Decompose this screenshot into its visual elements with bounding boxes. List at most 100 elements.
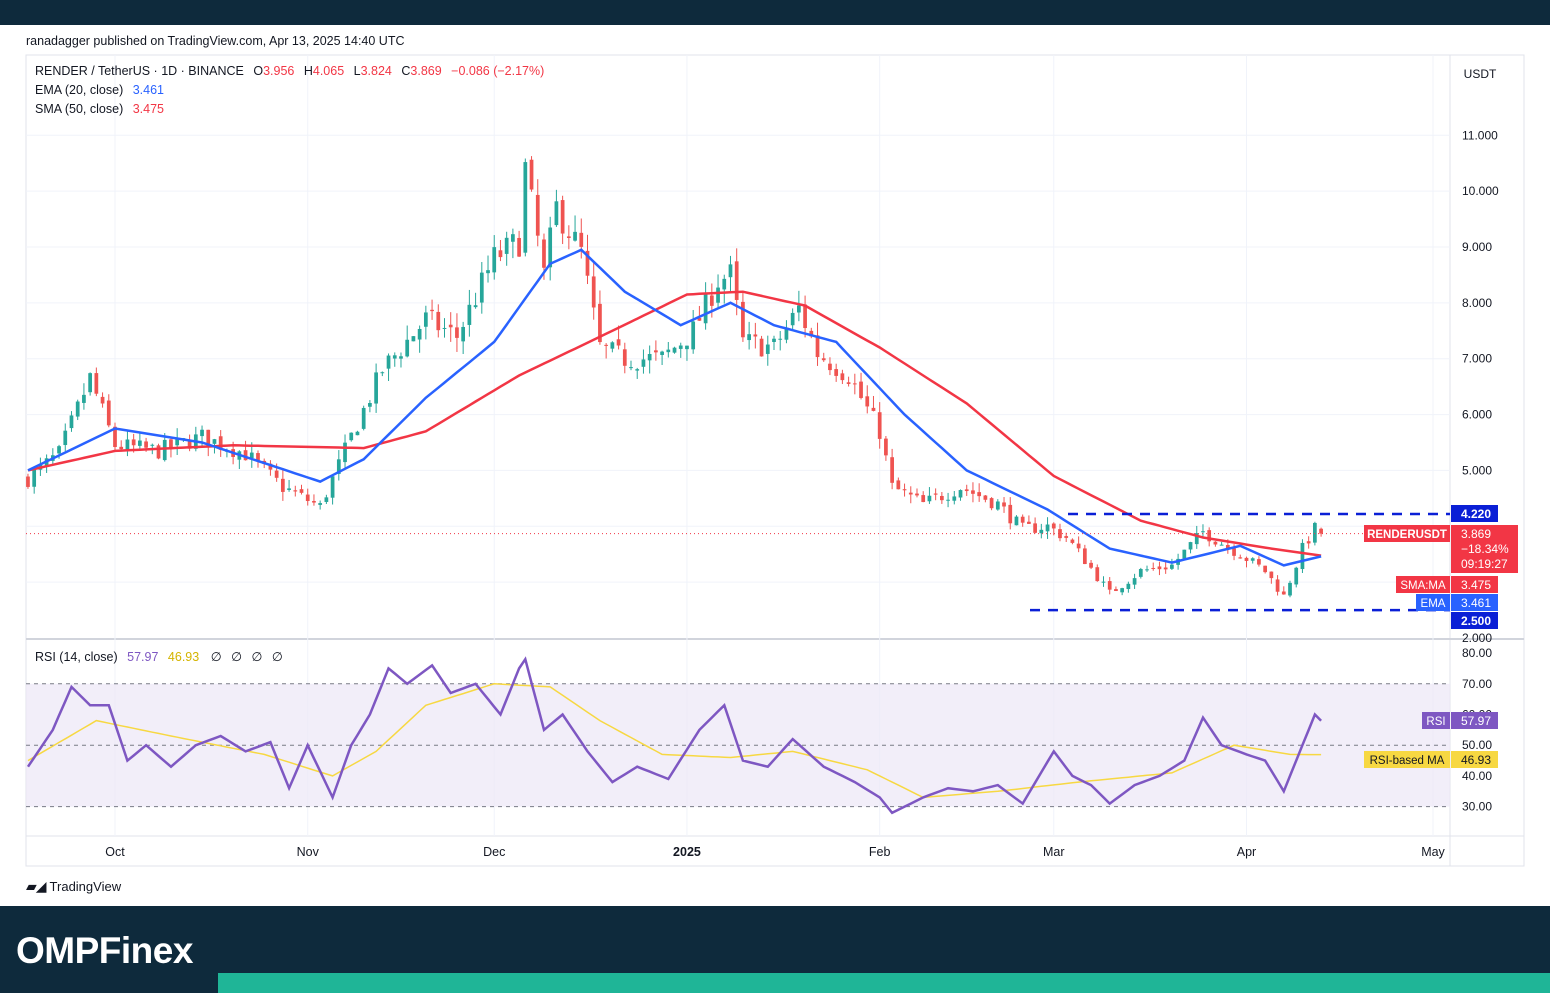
candle (69, 411, 74, 432)
candles-group (26, 156, 1323, 598)
rsi-lines (26, 656, 1322, 815)
candle (1045, 517, 1050, 539)
candle-body (479, 272, 484, 303)
candle (113, 422, 117, 452)
candle-body (324, 497, 329, 502)
candle-body (548, 227, 553, 268)
price-tick-label: 11.000 (1462, 128, 1498, 142)
candle-body (1045, 524, 1050, 532)
candle-body (610, 342, 615, 349)
candle (585, 234, 590, 285)
candle-body (336, 459, 341, 474)
price-axis[interactable]: USDT 11.000 10.000 9.000 8.000 7.000 6.000 5.0… (1462, 67, 1499, 645)
candle (1306, 536, 1311, 549)
candle-body (150, 444, 155, 446)
candle (399, 352, 403, 368)
candle-body (616, 339, 621, 346)
candle (392, 352, 397, 367)
candle-body (964, 489, 969, 492)
countdown-text: 09:19:27 (1461, 557, 1508, 571)
candle (88, 372, 92, 396)
tradingview-logo-text: TradingView (49, 879, 122, 894)
candle (1219, 541, 1224, 546)
candle-body (1182, 549, 1187, 559)
candle-body (995, 501, 1000, 510)
price-tick-label: 5.000 (1462, 463, 1492, 477)
candle-body (1151, 567, 1156, 569)
legend-low-label: L (354, 64, 361, 78)
candle-body (1213, 541, 1218, 545)
candle-body (293, 490, 298, 492)
candle (927, 487, 932, 504)
candle (902, 483, 907, 497)
candle-body (430, 309, 434, 312)
candle-body (579, 232, 584, 247)
outer-border (25, 54, 1525, 867)
time-tick-label: 2025 (673, 845, 701, 859)
candle-body (1058, 529, 1062, 539)
rsi-tick-label: 30.00 (1462, 800, 1492, 814)
candle (417, 325, 422, 353)
candle-body (218, 436, 223, 450)
candle-body (423, 312, 428, 327)
candle (1319, 527, 1323, 537)
legend-rsi-value: 57.97 (127, 650, 158, 664)
candle-body (212, 439, 217, 444)
candle-body (486, 270, 490, 274)
candle-body (206, 429, 211, 447)
candle (939, 492, 944, 504)
candle (1288, 580, 1292, 598)
candle (1132, 573, 1137, 589)
legend-open-label: O (253, 64, 263, 78)
candle-body (1188, 542, 1193, 550)
candle-body (759, 338, 764, 357)
candle-body (1051, 523, 1056, 529)
candle-body (1107, 581, 1112, 590)
candle (722, 274, 727, 304)
candle-body (877, 412, 882, 439)
candle-body (697, 317, 702, 321)
candle-body (100, 396, 105, 404)
candle (442, 318, 447, 338)
candle-body (908, 492, 913, 495)
candle (380, 371, 385, 377)
rsi-value-badge (1451, 712, 1498, 729)
candle-body (243, 450, 248, 461)
candle (871, 395, 876, 412)
candle (591, 262, 596, 320)
candle (299, 484, 304, 495)
chart-frame (25, 54, 1525, 867)
candle-body (741, 301, 745, 338)
candle (492, 235, 497, 280)
legend-close-label: C (401, 64, 410, 78)
candle-body (455, 327, 459, 338)
time-axis[interactable]: Oct Nov Dec 2025 Feb Mar Apr May (105, 845, 1445, 859)
candle (1151, 562, 1156, 571)
candle-body (442, 327, 447, 329)
legend-change: −0.086 (−2.17%) (451, 64, 544, 78)
candle-body (411, 336, 416, 342)
candle-body (274, 470, 279, 478)
candle-body (753, 334, 758, 337)
candle-body (57, 446, 61, 454)
candle-body (840, 373, 845, 381)
candle-body (467, 304, 472, 325)
candle-body (865, 396, 870, 407)
candle (1275, 575, 1280, 596)
price-tick-label: 6.000 (1462, 408, 1492, 422)
chart-canvas[interactable]: USDT 11.000 10.000 9.000 8.000 7.000 6.000 5.0… (0, 0, 1550, 906)
candle-body (678, 345, 683, 349)
candle-body (361, 407, 366, 429)
candle-body (504, 237, 509, 254)
candle (1157, 561, 1162, 576)
candle-body (1306, 541, 1311, 544)
candle-body (94, 373, 99, 394)
candle-body (660, 351, 664, 355)
candle (156, 443, 161, 460)
candle (747, 321, 751, 350)
candle-body (1002, 502, 1006, 507)
candle (691, 309, 696, 354)
rsi-ma-value-text: 46.93 (1461, 753, 1491, 767)
candle-body (890, 457, 894, 483)
